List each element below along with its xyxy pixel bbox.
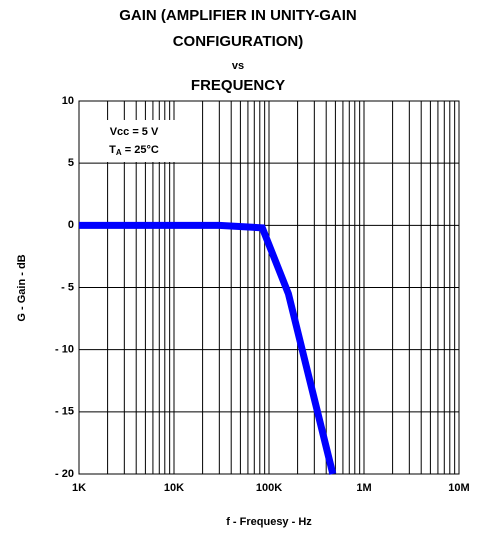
chart-title: vs — [232, 60, 244, 72]
annotation-part: A — [116, 148, 122, 157]
x-axis-label: f - Frequesy - Hz — [226, 516, 312, 528]
plot-frame — [78, 100, 460, 475]
y-tick-label: 0 — [68, 219, 74, 231]
chart-title: GAIN (AMPLIFIER IN UNITY-GAIN — [119, 7, 357, 24]
x-tick-label: 10K — [164, 482, 184, 494]
y-tick-label: - 15 — [55, 406, 74, 418]
x-tick-label: 1K — [72, 482, 86, 494]
annotation: TA = 25°C — [109, 144, 159, 157]
annotation-part: = 25°C — [122, 144, 159, 156]
y-tick-label: - 20 — [55, 468, 74, 480]
y-axis-label: G - Gain - dB — [16, 254, 28, 321]
y-tick-label: 10 — [62, 95, 74, 107]
y-tick-label: - 5 — [61, 281, 74, 293]
chart-title: FREQUENCY — [191, 77, 285, 94]
y-tick-label: - 10 — [55, 344, 74, 356]
annotation-part: T — [109, 144, 116, 156]
data-line — [79, 221, 337, 475]
annotation-box — [84, 120, 185, 162]
annotation: Vcc = 5 V — [110, 126, 159, 138]
x-tick-label: 10M — [448, 482, 469, 494]
x-tick-label: 100K — [256, 482, 282, 494]
x-tick-label: 1M — [356, 482, 371, 494]
chart-title: CONFIGURATION) — [173, 33, 304, 50]
y-tick-label: 5 — [68, 157, 74, 169]
